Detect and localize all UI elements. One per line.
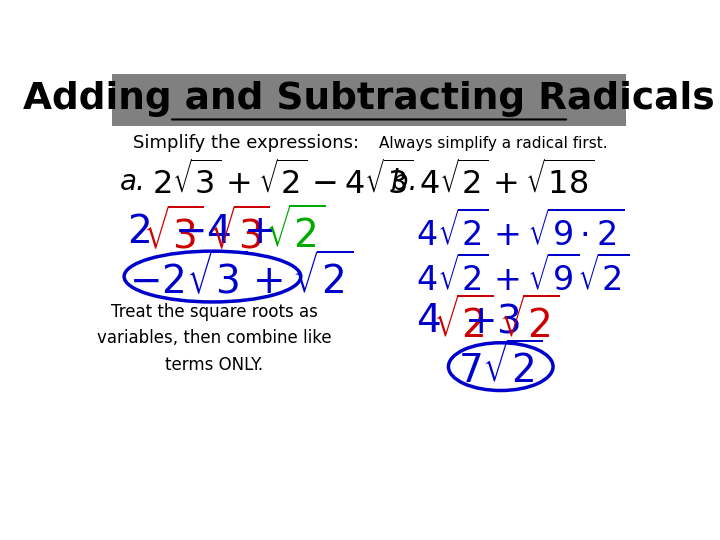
Text: b.: b.: [391, 168, 417, 196]
Text: Adding and Subtracting Radicals: Adding and Subtracting Radicals: [23, 82, 715, 117]
Text: $7\sqrt{2}$: $7\sqrt{2}$: [458, 342, 543, 391]
Text: Always simplify a radical first.: Always simplify a radical first.: [379, 136, 608, 151]
Text: $2$: $2$: [127, 213, 150, 251]
Text: $+$: $+$: [243, 213, 274, 251]
Text: $4\sqrt{2}+\sqrt{9}\sqrt{2}$: $4\sqrt{2}+\sqrt{9}\sqrt{2}$: [415, 255, 629, 298]
Text: $-2\sqrt{3}+\sqrt{2}$: $-2\sqrt{3}+\sqrt{2}$: [129, 252, 353, 301]
Text: $4\sqrt{2}+\sqrt{9 \cdot 2}$: $4\sqrt{2}+\sqrt{9 \cdot 2}$: [415, 211, 624, 253]
Text: $\sqrt{2}$: $\sqrt{2}$: [433, 297, 492, 346]
Text: $+3$: $+3$: [464, 302, 520, 340]
Text: Simplify the expressions:: Simplify the expressions:: [132, 134, 359, 152]
Text: Treat the square roots as
variables, then combine like
terms ONLY.: Treat the square roots as variables, the…: [96, 303, 331, 374]
Text: a.: a.: [120, 168, 145, 196]
Text: $\sqrt{2}$: $\sqrt{2}$: [499, 297, 559, 346]
FancyBboxPatch shape: [112, 74, 626, 126]
Text: $-4$: $-4$: [174, 213, 231, 251]
Text: $\sqrt{3}$: $\sqrt{3}$: [210, 207, 270, 256]
Text: $2\sqrt{3}+\sqrt{2}-4\sqrt{3}$: $2\sqrt{3}+\sqrt{2}-4\sqrt{3}$: [152, 162, 414, 202]
Text: $4\sqrt{2}+\sqrt{18}$: $4\sqrt{2}+\sqrt{18}$: [419, 162, 595, 202]
Text: $\sqrt{2}$: $\sqrt{2}$: [265, 207, 325, 256]
Text: $\sqrt{3}$: $\sqrt{3}$: [143, 207, 204, 256]
Text: $4$: $4$: [415, 302, 440, 340]
